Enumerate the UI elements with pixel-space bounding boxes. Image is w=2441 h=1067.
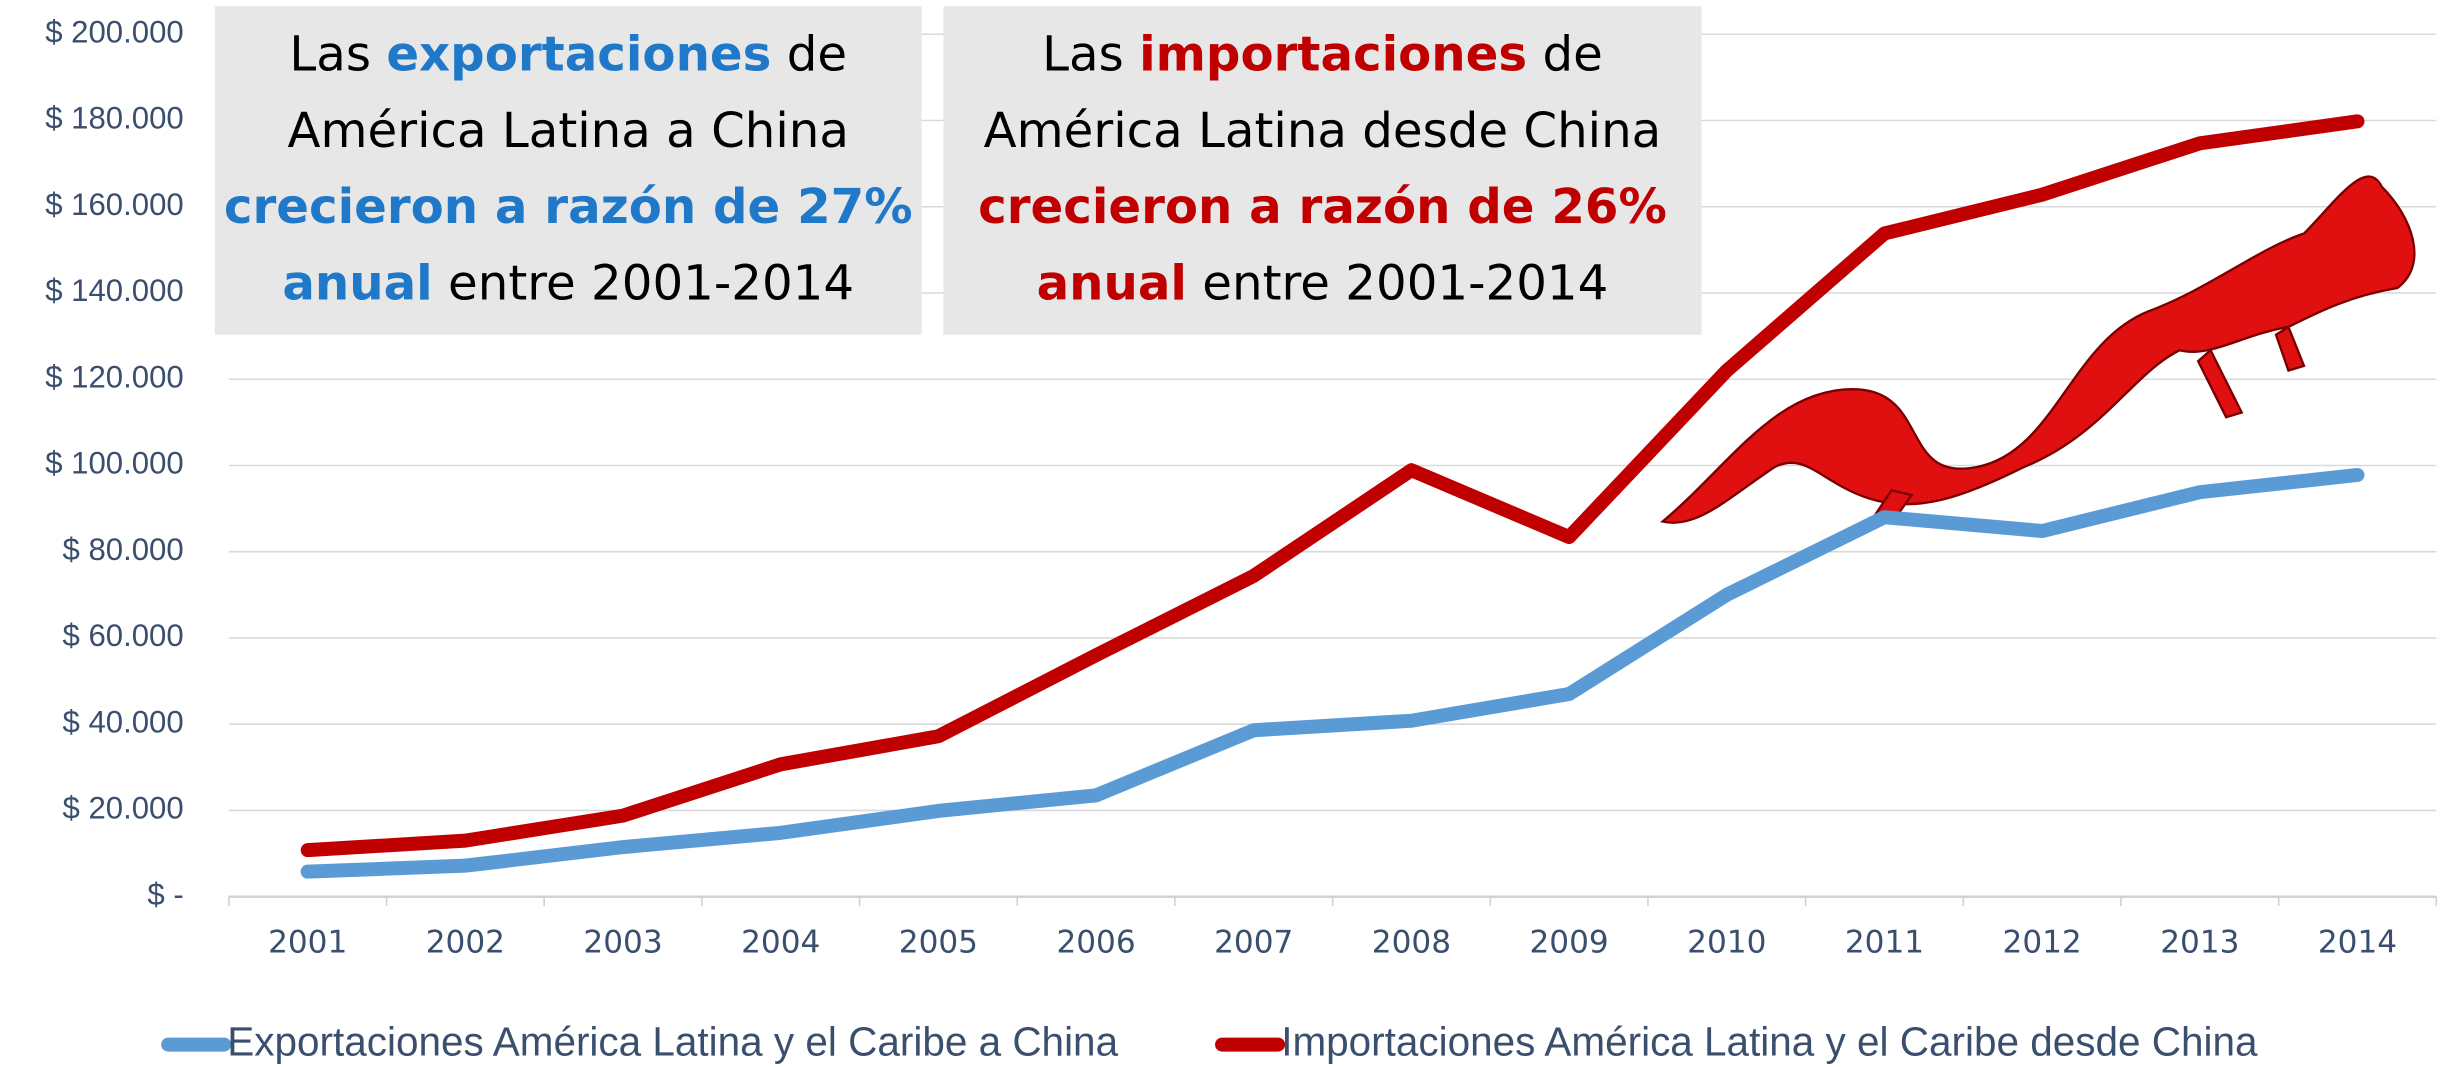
annotation-line: crecieron a razón de 27% (224, 179, 913, 235)
annotation-text: anual (282, 255, 432, 311)
dragon-illustration (1660, 175, 2416, 524)
annotation-line: Las importaciones de (1042, 27, 1603, 83)
legend-label: Importaciones América Latina y el Caribe… (1281, 1018, 2258, 1064)
series-line (300, 467, 2365, 879)
annotation-text: América Latina a China (288, 103, 849, 159)
y-tick-label: $ 160.000 (45, 187, 183, 222)
y-tick-label: $ 60.000 (63, 618, 184, 653)
annotation-box (214, 6, 922, 335)
annotation-text: exportaciones (386, 27, 771, 83)
annotation-line: Las exportaciones de (289, 27, 847, 83)
x-tick-label: 2001 (268, 924, 347, 960)
x-tick-label: 2009 (1529, 924, 1608, 960)
annotation-line: América Latina desde China (984, 103, 1662, 159)
x-tick-label: 2003 (583, 924, 662, 960)
x-tick-label: 2007 (1214, 924, 1293, 960)
x-tick-label: 2011 (1845, 924, 1924, 960)
annotation-line: América Latina a China (288, 103, 849, 159)
y-tick-label: $ - (147, 877, 183, 912)
legend-label: Exportaciones América Latina y el Caribe… (227, 1018, 1118, 1064)
series-line (300, 114, 2365, 858)
y-tick-label: $ 140.000 (45, 273, 183, 308)
annotation-line: crecieron a razón de 26% (978, 179, 1667, 235)
x-tick-label: 2014 (2318, 924, 2397, 960)
annotation-text: de (771, 27, 847, 83)
annotation-text: importaciones (1139, 27, 1527, 83)
annotation-text: Las (289, 27, 386, 83)
annotation-line: anual entre 2001-2014 (1037, 255, 1609, 311)
annotation-box (943, 6, 1702, 335)
annotation-text: Las (1042, 27, 1139, 83)
x-tick-label: 2010 (1687, 924, 1766, 960)
y-tick-label: $ 180.000 (45, 101, 183, 136)
y-tick-label: $ 80.000 (63, 532, 184, 567)
annotation-line: anual entre 2001-2014 (282, 255, 854, 311)
annotation-text: anual (1037, 255, 1187, 311)
x-tick-label: 2008 (1372, 924, 1451, 960)
annotation-text: entre 2001-2014 (433, 255, 854, 311)
annotation-text: crecieron a razón de 27% (224, 179, 913, 235)
annotation-text: crecieron a razón de 26% (978, 179, 1667, 235)
annotation-text: entre 2001-2014 (1187, 255, 1608, 311)
x-tick-label: 2012 (2003, 924, 2082, 960)
y-tick-label: $ 100.000 (45, 446, 183, 481)
y-tick-label: $ 200.000 (45, 14, 183, 49)
y-tick-label: $ 40.000 (63, 704, 184, 739)
x-tick-label: 2004 (741, 924, 820, 960)
y-tick-label: $ 120.000 (45, 359, 183, 394)
x-tick-label: 2013 (2160, 924, 2239, 960)
x-tick-label: 2006 (1056, 924, 1135, 960)
x-tick-label: 2002 (426, 924, 505, 960)
x-tick-label: 2005 (899, 924, 978, 960)
annotation-text: América Latina desde China (984, 103, 1662, 159)
annotation-text: de (1527, 27, 1603, 83)
y-tick-label: $ 20.000 (63, 791, 184, 826)
